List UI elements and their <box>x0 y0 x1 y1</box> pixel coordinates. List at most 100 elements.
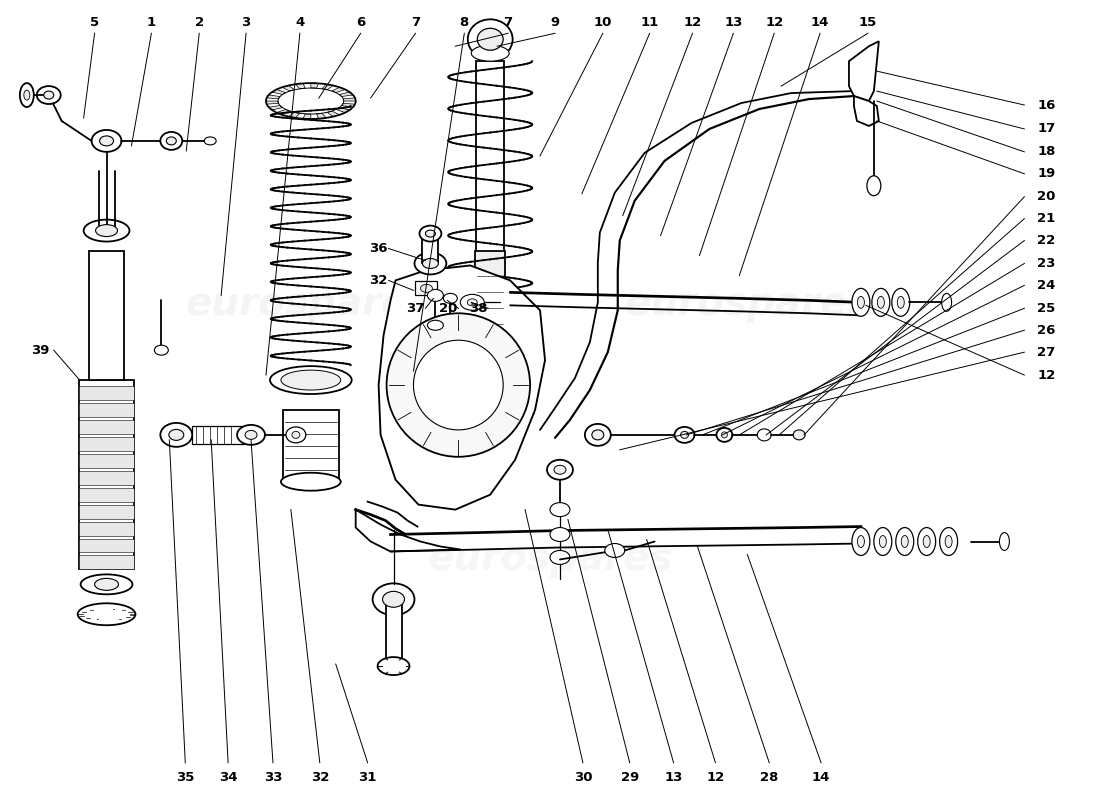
Text: 7: 7 <box>411 16 420 30</box>
Text: 14: 14 <box>812 770 830 784</box>
Text: 29: 29 <box>620 770 639 784</box>
Text: 10: 10 <box>594 16 612 30</box>
Text: 8: 8 <box>460 16 469 30</box>
Ellipse shape <box>270 366 352 394</box>
Polygon shape <box>328 111 340 117</box>
Ellipse shape <box>554 466 565 474</box>
Ellipse shape <box>945 535 953 547</box>
Text: 12: 12 <box>706 770 725 784</box>
Ellipse shape <box>373 583 415 615</box>
Ellipse shape <box>898 296 904 308</box>
Polygon shape <box>378 266 544 510</box>
Text: 28: 28 <box>760 770 779 784</box>
Polygon shape <box>317 114 327 118</box>
Text: 19: 19 <box>1037 167 1055 180</box>
Ellipse shape <box>878 296 884 308</box>
Polygon shape <box>339 92 353 97</box>
Text: 12: 12 <box>766 16 783 30</box>
Bar <box>78 522 134 535</box>
Ellipse shape <box>547 460 573 480</box>
Text: 22: 22 <box>1037 234 1055 247</box>
Ellipse shape <box>895 527 914 555</box>
Ellipse shape <box>428 320 443 330</box>
Ellipse shape <box>1000 533 1010 550</box>
Bar <box>78 403 134 417</box>
Bar <box>283 410 339 480</box>
Text: 7: 7 <box>504 16 513 30</box>
Ellipse shape <box>443 294 458 303</box>
Text: eurospares: eurospares <box>186 286 431 323</box>
Bar <box>78 505 134 518</box>
Ellipse shape <box>447 400 535 424</box>
Ellipse shape <box>377 657 409 675</box>
Polygon shape <box>266 95 279 98</box>
Ellipse shape <box>161 423 192 447</box>
Text: 26: 26 <box>1037 324 1056 337</box>
Ellipse shape <box>24 90 30 100</box>
Ellipse shape <box>426 230 436 237</box>
Ellipse shape <box>550 502 570 517</box>
Ellipse shape <box>238 425 265 445</box>
Bar <box>78 488 134 502</box>
Bar <box>78 386 134 400</box>
Ellipse shape <box>901 535 909 547</box>
Polygon shape <box>336 108 350 113</box>
Text: 12: 12 <box>1037 369 1055 382</box>
Ellipse shape <box>477 28 503 50</box>
Bar <box>416 282 438 295</box>
Polygon shape <box>311 83 319 88</box>
Ellipse shape <box>428 290 443 302</box>
Ellipse shape <box>857 535 865 547</box>
Ellipse shape <box>585 424 611 446</box>
Text: eurospares: eurospares <box>625 286 870 323</box>
Ellipse shape <box>95 578 119 590</box>
Text: 20: 20 <box>439 302 458 315</box>
Ellipse shape <box>851 288 870 316</box>
Ellipse shape <box>383 591 405 607</box>
Ellipse shape <box>44 91 54 99</box>
Text: 38: 38 <box>469 302 487 315</box>
Ellipse shape <box>722 432 727 438</box>
Ellipse shape <box>793 430 805 440</box>
Text: 6: 6 <box>356 16 365 30</box>
Text: 30: 30 <box>573 770 592 784</box>
Text: 39: 39 <box>31 344 50 357</box>
Bar <box>386 602 402 662</box>
Polygon shape <box>854 96 879 126</box>
Bar <box>78 470 134 485</box>
Bar <box>475 250 505 425</box>
Text: 36: 36 <box>370 242 388 255</box>
Ellipse shape <box>716 428 733 442</box>
Text: 27: 27 <box>1037 346 1055 358</box>
Text: 18: 18 <box>1037 146 1056 158</box>
Polygon shape <box>288 113 299 118</box>
Ellipse shape <box>280 370 341 390</box>
Bar <box>78 380 134 570</box>
Polygon shape <box>272 90 286 94</box>
Ellipse shape <box>857 296 865 308</box>
Polygon shape <box>849 42 879 101</box>
Text: 24: 24 <box>1037 279 1056 292</box>
Ellipse shape <box>96 225 118 237</box>
Circle shape <box>386 314 530 457</box>
Text: 13: 13 <box>664 770 683 784</box>
Polygon shape <box>296 83 305 89</box>
Text: 34: 34 <box>219 770 238 784</box>
Ellipse shape <box>879 535 887 547</box>
Text: eurospares: eurospares <box>427 541 673 578</box>
Ellipse shape <box>100 136 113 146</box>
Text: 15: 15 <box>859 16 877 30</box>
Ellipse shape <box>471 46 509 61</box>
Ellipse shape <box>867 176 881 196</box>
Text: 2: 2 <box>195 16 204 30</box>
Text: 9: 9 <box>550 16 560 30</box>
Ellipse shape <box>245 430 257 439</box>
Ellipse shape <box>481 427 499 437</box>
Ellipse shape <box>166 137 176 145</box>
Polygon shape <box>302 114 311 119</box>
Bar <box>476 61 504 261</box>
Ellipse shape <box>468 299 477 306</box>
Ellipse shape <box>154 345 168 355</box>
Polygon shape <box>322 84 333 90</box>
Text: 25: 25 <box>1037 302 1055 315</box>
